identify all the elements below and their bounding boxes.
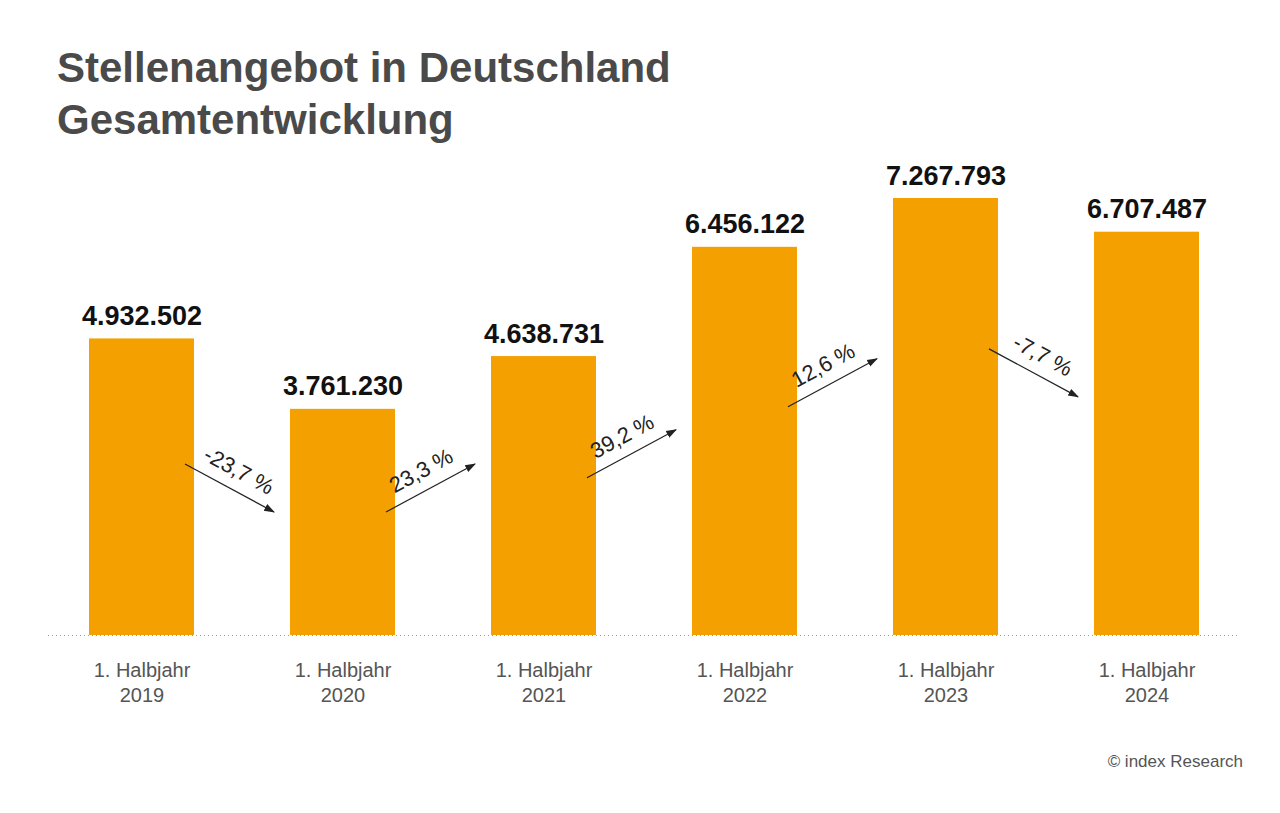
svg-text:4.638.731: 4.638.731 [484, 319, 604, 349]
html-text:© index Research: © index Research [1107, 752, 1243, 771]
svg-text:-23,7 %: -23,7 % [200, 442, 279, 500]
svg-text:39,2 %: 39,2 % [586, 409, 658, 464]
svg-text:1. Halbjahr2019: 1. Halbjahr2019 [94, 659, 191, 706]
svg-text:23,3 %: 23,3 % [385, 443, 457, 498]
html-text:Gesamtentwicklung: Gesamtentwicklung [57, 96, 454, 143]
svg-text:12,6 %: 12,6 % [787, 338, 859, 393]
svg-text:4.932.502: 4.932.502 [82, 301, 202, 331]
svg-text:6.707.487: 6.707.487 [1087, 194, 1207, 224]
svg-text:1. Halbjahr2022: 1. Halbjahr2022 [697, 659, 794, 706]
svg-text:3.761.230: 3.761.230 [283, 371, 403, 401]
svg-text:1. Halbjahr2021: 1. Halbjahr2021 [496, 659, 593, 706]
svg-text:7.267.793: 7.267.793 [886, 161, 1006, 191]
svg-text:1. Halbjahr2020: 1. Halbjahr2020 [295, 659, 392, 706]
svg-text:6.456.122: 6.456.122 [685, 209, 805, 239]
svg-text:1. Halbjahr2024: 1. Halbjahr2024 [1099, 659, 1196, 706]
svg-text:1. Halbjahr2023: 1. Halbjahr2023 [898, 659, 995, 706]
html-text:Stellenangebot in Deutschland: Stellenangebot in Deutschland [57, 44, 671, 91]
svg-text:-7,7 %: -7,7 % [1009, 329, 1077, 381]
